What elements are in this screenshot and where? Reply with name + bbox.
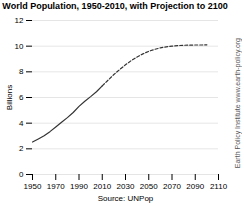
svg-text:8: 8 bbox=[19, 67, 24, 76]
svg-text:1950: 1950 bbox=[24, 182, 42, 191]
svg-text:2110: 2110 bbox=[210, 182, 228, 191]
svg-text:2050: 2050 bbox=[140, 182, 158, 191]
svg-text:10: 10 bbox=[15, 42, 24, 51]
svg-text:2: 2 bbox=[19, 144, 24, 153]
svg-text:4: 4 bbox=[19, 119, 24, 128]
svg-text:Billions: Billions bbox=[5, 85, 14, 110]
svg-text:1990: 1990 bbox=[70, 182, 88, 191]
html-text:Earth Policy Institute www.ear: Earth Policy Institute www.earth-policy.… bbox=[233, 37, 241, 169]
html-text:World Population, 1950-2010, w: World Population, 1950-2010, with Projec… bbox=[2, 1, 228, 11]
svg-text:2090: 2090 bbox=[186, 182, 204, 191]
svg-text:2030: 2030 bbox=[117, 182, 135, 191]
svg-text:1970: 1970 bbox=[47, 182, 65, 191]
svg-text:2010: 2010 bbox=[93, 182, 111, 191]
svg-text:0: 0 bbox=[19, 170, 24, 179]
svg-text:12: 12 bbox=[15, 16, 24, 25]
svg-text:Source: UNPop: Source: UNPop bbox=[98, 194, 154, 203]
svg-text:6: 6 bbox=[19, 93, 24, 102]
svg-text:2070: 2070 bbox=[163, 182, 181, 191]
